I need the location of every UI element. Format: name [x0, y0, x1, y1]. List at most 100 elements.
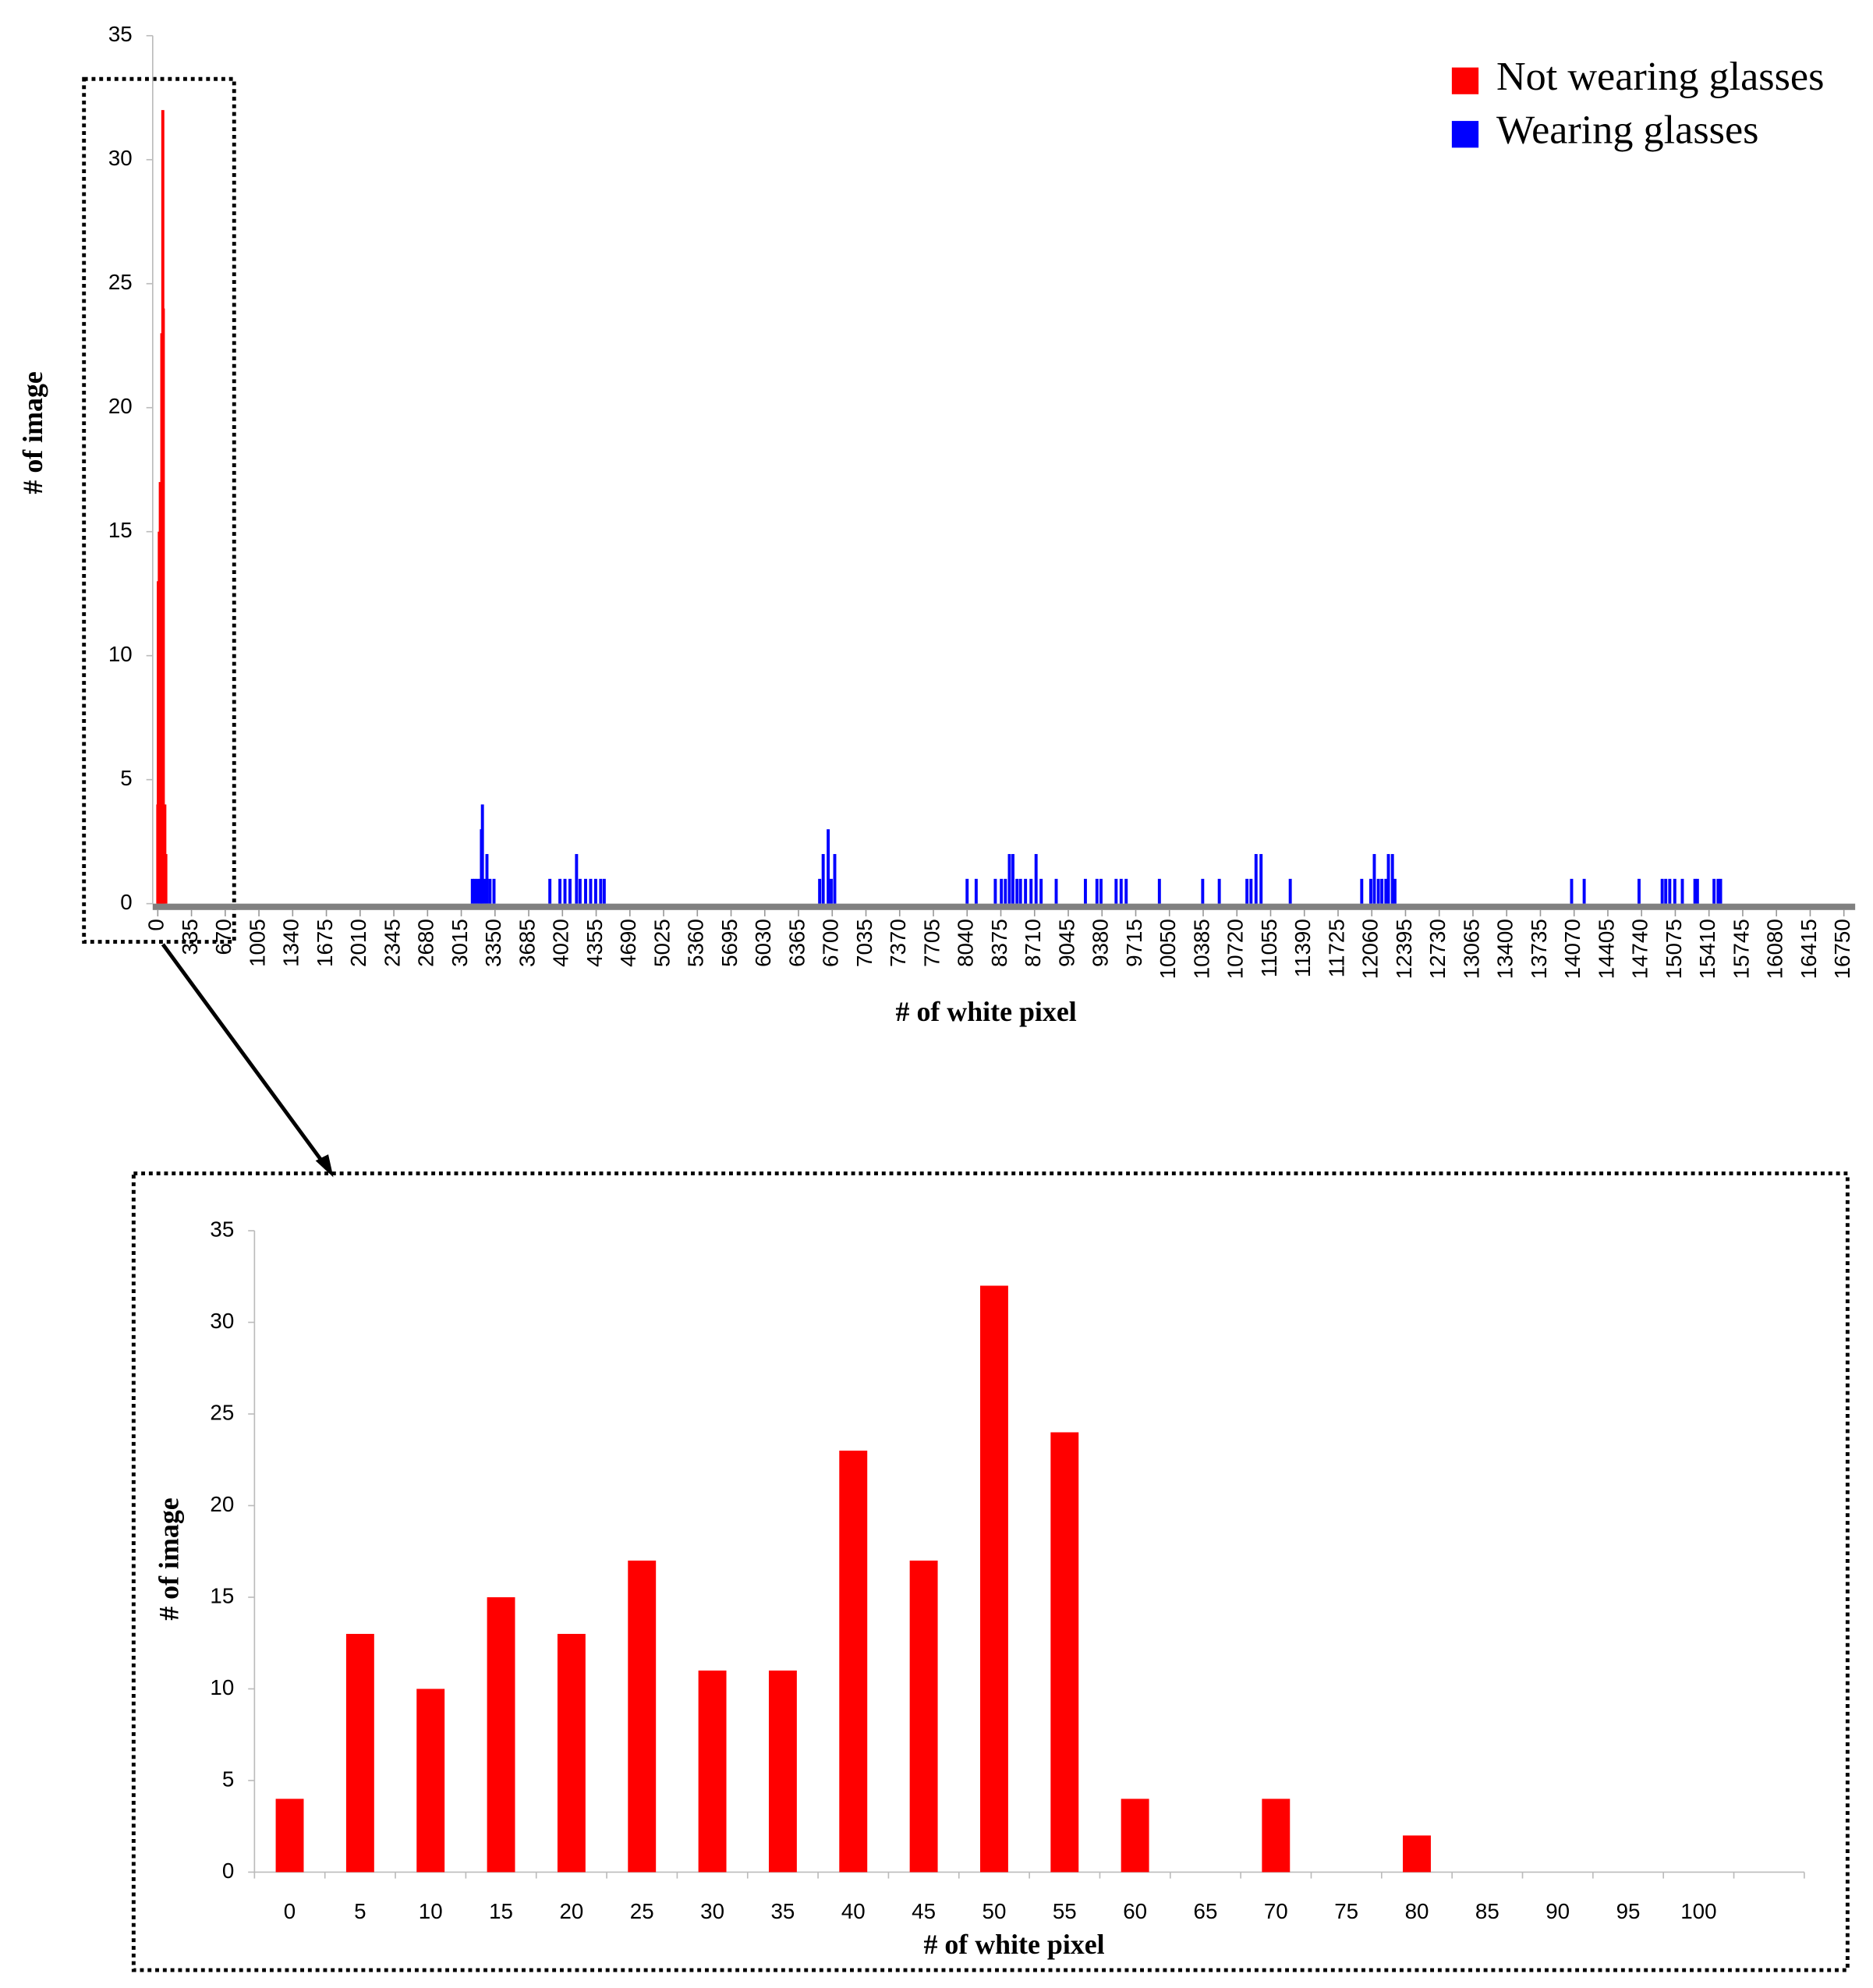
bar [974, 878, 978, 904]
x-tick-label: 15 [489, 1899, 513, 1923]
bar [1403, 1835, 1431, 1873]
bar [483, 878, 487, 904]
bar [1719, 878, 1723, 904]
y-tick-label: 20 [210, 1492, 234, 1516]
x-tick-label: 4355 [582, 919, 607, 967]
bar [416, 1689, 445, 1873]
zoom-box [82, 76, 236, 944]
x-tick-label: 90 [1545, 1899, 1570, 1923]
bar [1217, 878, 1221, 904]
x-tick-label: 13400 [1493, 919, 1517, 979]
x-tick-label: 12730 [1425, 919, 1450, 979]
x-tick-label: 40 [841, 1899, 866, 1923]
bar [568, 878, 572, 904]
x-tick-label: 70 [1264, 1899, 1288, 1923]
bar [1712, 878, 1716, 904]
x-tick-label: 80 [1405, 1899, 1429, 1923]
bar [1029, 878, 1033, 904]
bar [161, 308, 165, 904]
x-tick-label: 11390 [1291, 919, 1315, 977]
y-tick-label: 10 [108, 642, 133, 666]
bar [1288, 878, 1292, 904]
x-tick-label: 25 [630, 1899, 654, 1923]
bar [602, 878, 606, 904]
x-tick-label: 2680 [414, 919, 438, 967]
y-tick-label: 25 [210, 1400, 234, 1424]
bar [599, 878, 603, 904]
bar [1011, 854, 1014, 904]
x-tick-label: 75 [1334, 1899, 1358, 1923]
bar [1054, 878, 1058, 904]
x-tick-label: 4020 [549, 919, 573, 967]
x-tick-label: 2010 [346, 919, 370, 967]
bar [993, 878, 997, 904]
y-tick-label: 15 [108, 518, 133, 542]
x-tick-label: 20 [559, 1899, 583, 1923]
x-tick-label: 1340 [279, 919, 303, 967]
x-tick-label: 10 [419, 1899, 443, 1923]
bar [473, 878, 476, 904]
bar [1121, 1798, 1149, 1873]
x-tick-label: 60 [1123, 1899, 1147, 1923]
bar [1693, 878, 1697, 904]
x-tick-label: 13065 [1459, 919, 1483, 979]
bar [1157, 878, 1161, 904]
x-tick-label: 16750 [1830, 919, 1854, 979]
bar [1245, 878, 1249, 904]
bar [275, 1798, 304, 1873]
x-tick-label: 670 [211, 919, 235, 955]
y-tick-label: 0 [222, 1859, 234, 1883]
bar [1083, 878, 1087, 904]
bar [1680, 878, 1684, 904]
x-tick-label: 7035 [852, 919, 876, 967]
y-tick-label: 20 [108, 394, 133, 418]
bar [1039, 878, 1043, 904]
x-tick-label: 5025 [650, 919, 674, 967]
bar [488, 878, 492, 904]
bar [768, 1670, 797, 1873]
x-tick-label: 95 [1616, 1899, 1641, 1923]
bar [909, 1560, 938, 1873]
bar [1368, 878, 1372, 904]
x-tick-label: 8375 [987, 919, 1011, 967]
x-tick-label: 7370 [886, 919, 910, 967]
legend-label: Wearing glasses [1496, 107, 1758, 152]
x-tick-label: 3350 [481, 919, 505, 967]
bar [1660, 878, 1664, 904]
zoom-arrow [161, 943, 327, 1166]
x-tick-label: 15410 [1695, 919, 1719, 979]
x-tick-label: 5 [354, 1899, 366, 1923]
bar [1004, 878, 1007, 904]
bar [164, 854, 168, 904]
detail-box [131, 1171, 1850, 1972]
x-tick-label: 6700 [819, 919, 843, 967]
bar [1390, 854, 1394, 904]
bar [578, 878, 582, 904]
y-tick-label: 0 [120, 890, 132, 914]
x-tick-label: 65 [1194, 1899, 1218, 1923]
x-axis-title: # of white pixel [923, 1929, 1104, 1960]
x-tick-label: 6030 [751, 919, 775, 967]
bar [492, 878, 496, 904]
bar [980, 1285, 1008, 1873]
bar [575, 854, 579, 904]
bar [1638, 878, 1641, 904]
x-tick-label: 2345 [380, 919, 404, 967]
bar [1018, 878, 1022, 904]
arrow-head [315, 1154, 334, 1178]
bar [548, 878, 552, 904]
bar [345, 1633, 374, 1873]
bar [1695, 878, 1699, 904]
bar [1119, 878, 1123, 904]
x-axis-title: # of white pixel [896, 996, 1077, 1027]
bar [1668, 878, 1672, 904]
x-tick-label: 11725 [1324, 919, 1348, 977]
y-tick-label: 35 [108, 22, 133, 46]
x-tick-label: 12395 [1392, 919, 1416, 979]
y-axis-title: # of image [17, 371, 48, 494]
bar [1249, 878, 1253, 904]
x-tick-label: 100 [1680, 1899, 1716, 1923]
x-tick-label: 11055 [1257, 919, 1281, 977]
bar [1259, 854, 1263, 904]
